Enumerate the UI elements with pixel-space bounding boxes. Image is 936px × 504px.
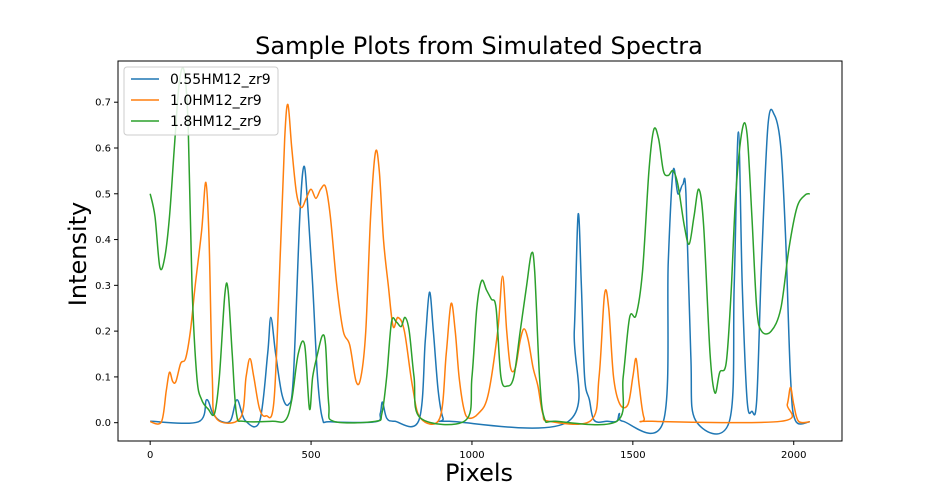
y-tick-label: 0.6 (95, 143, 111, 154)
legend-label-2: 1.0HM12_zr9 (170, 93, 262, 109)
series-line-1 (150, 108, 810, 435)
y-tick-label: 0.2 (95, 327, 111, 338)
x-tick-label: 2000 (781, 450, 806, 461)
y-axis-label: Intensity (64, 202, 92, 306)
chart-title: Sample Plots from Simulated Spectra (255, 32, 703, 60)
x-tick-label: 0 (147, 450, 153, 461)
series-line-3 (149, 66, 811, 426)
legend-label-1: 0.55HM12_zr9 (170, 72, 271, 88)
y-tick-label: 0.3 (95, 281, 111, 292)
legend-box (123, 66, 279, 136)
x-axis-label: Pixels (445, 459, 513, 487)
series-line-2 (150, 103, 810, 425)
legend-items: 0.55HM12_zr9 1.0HM12_zr9 1.8HM12_zr9 (131, 72, 271, 130)
plot-frame (117, 60, 843, 442)
x-axis-ticks: 0 500 1000 1500 2000 (147, 441, 806, 461)
y-tick-label: 0.5 (95, 189, 111, 200)
x-tick-label: 1500 (620, 450, 645, 461)
legend: 0.55HM12_zr9 1.0HM12_zr9 1.8HM12_zr9 (123, 66, 279, 136)
y-tick-label: 0.0 (95, 418, 111, 429)
legend-label-3: 1.8HM12_zr9 (170, 114, 262, 130)
y-tick-label: 0.7 (95, 98, 111, 109)
x-tick-label: 1000 (459, 450, 484, 461)
x-tick-label: 500 (302, 450, 321, 461)
series-layer (149, 66, 811, 435)
y-tick-label: 0.1 (95, 372, 111, 383)
y-tick-label: 0.4 (95, 235, 111, 246)
y-axis-ticks: 0.0 0.1 0.2 0.3 0.4 0.5 0.6 0.7 (95, 98, 118, 429)
